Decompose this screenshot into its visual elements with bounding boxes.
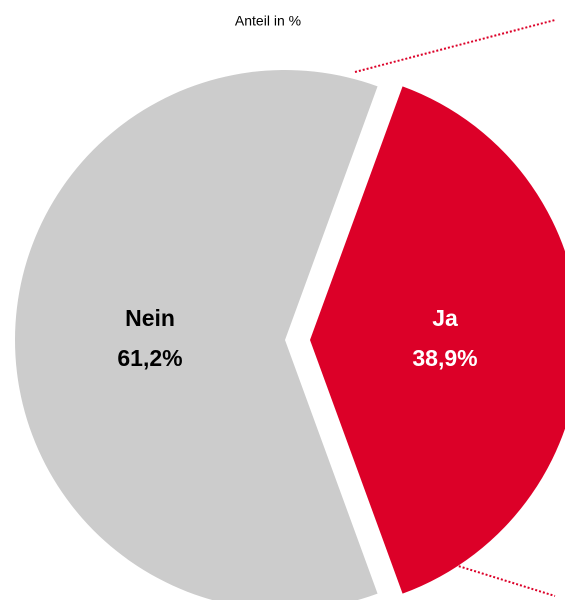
slice-value-label: 61,2%	[117, 345, 182, 371]
slice-value-label: 38,9%	[412, 345, 477, 371]
slice-category-label: Ja	[432, 305, 458, 331]
pie-slice	[14, 70, 378, 600]
pie-slice	[310, 86, 565, 594]
connector-line	[454, 564, 556, 597]
chart-title: Anteil in %	[235, 13, 301, 29]
slice-category-label: Nein	[125, 305, 175, 331]
connector-line	[354, 19, 556, 73]
